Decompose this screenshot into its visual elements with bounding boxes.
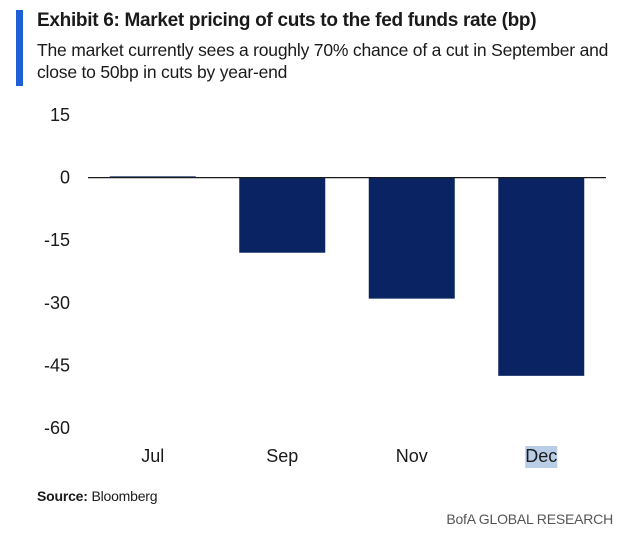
brand-label: BofA GLOBAL RESEARCH bbox=[446, 511, 613, 527]
x-axis-ticks: Jul Sep Nov Dec bbox=[141, 446, 557, 466]
y-tick-label: -30 bbox=[44, 293, 70, 313]
bars bbox=[109, 176, 585, 376]
bar-chart: 15 0 -15 -30 -45 -60 Jul Sep Nov Dec bbox=[44, 105, 606, 468]
x-label-highlight bbox=[525, 446, 558, 468]
x-tick-label: Nov bbox=[396, 446, 428, 466]
bar-dec bbox=[498, 177, 585, 376]
source-label: Source: bbox=[37, 488, 88, 504]
chart-subtitle: The market currently sees a roughly 70% … bbox=[37, 40, 609, 82]
x-tick-label: Dec bbox=[525, 446, 557, 466]
x-tick-label: Jul bbox=[141, 446, 164, 466]
x-label-highlight-group bbox=[525, 446, 558, 468]
chart-title: Exhibit 6: Market pricing of cuts to the… bbox=[37, 10, 537, 31]
bar-nov bbox=[368, 177, 455, 299]
source-note: Source: Bloomberg bbox=[37, 488, 158, 504]
accent-bar bbox=[16, 10, 23, 86]
source-value: Bloomberg bbox=[91, 488, 158, 504]
bar-sep bbox=[239, 177, 326, 253]
y-tick-label: -15 bbox=[44, 230, 70, 250]
y-tick-label: 15 bbox=[50, 105, 70, 125]
y-axis-ticks: 15 0 -15 -30 -45 -60 bbox=[44, 105, 70, 438]
y-tick-label: -60 bbox=[44, 418, 70, 438]
y-tick-label: 0 bbox=[60, 168, 70, 188]
x-tick-label: Sep bbox=[266, 446, 298, 466]
y-tick-label: -45 bbox=[44, 355, 70, 375]
